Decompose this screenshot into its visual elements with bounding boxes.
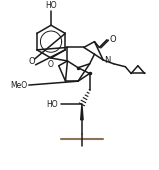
Text: O: O	[110, 35, 117, 44]
Text: O: O	[28, 57, 35, 66]
Text: MeO: MeO	[10, 81, 27, 90]
Text: HO: HO	[45, 1, 57, 10]
Polygon shape	[81, 104, 83, 120]
Text: HO: HO	[46, 100, 58, 109]
Text: O: O	[48, 60, 54, 69]
Text: N: N	[104, 56, 111, 65]
